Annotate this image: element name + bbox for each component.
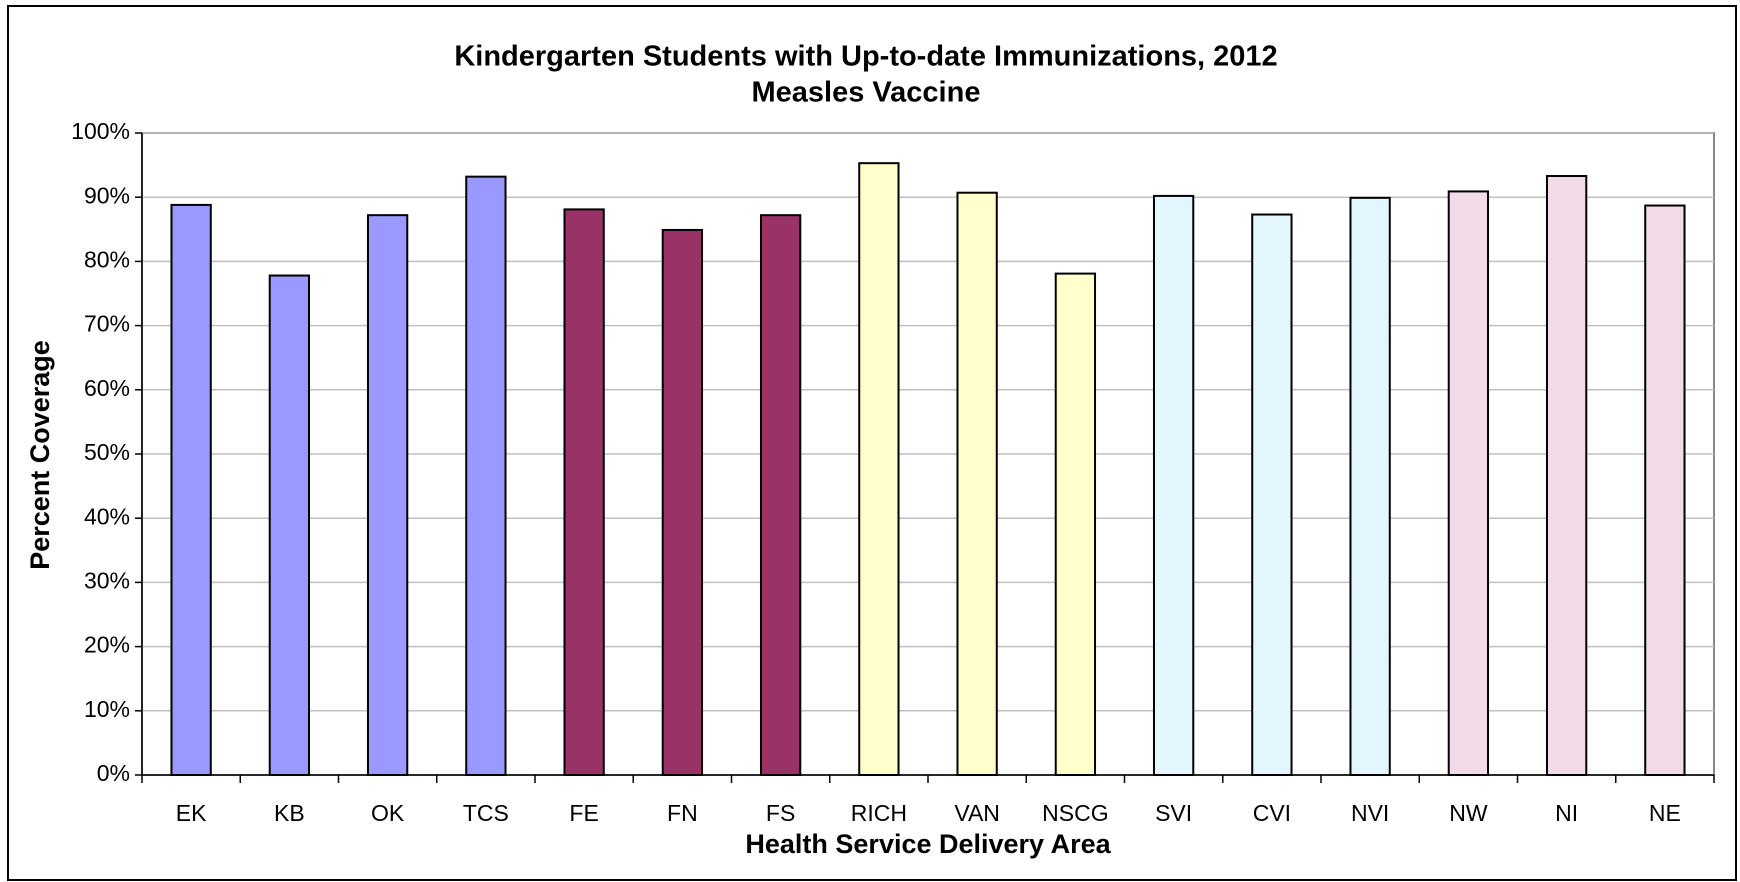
- y-tick-label: 30%: [84, 567, 130, 593]
- y-tick-label: 100%: [71, 118, 130, 144]
- bar: [170, 203, 212, 777]
- bar: [1545, 175, 1588, 777]
- x-tick-label: TCS: [463, 800, 509, 826]
- bar: [858, 162, 900, 776]
- y-tick-label: 80%: [84, 246, 130, 272]
- x-tick-label: FN: [667, 800, 698, 826]
- bar: [1644, 204, 1686, 776]
- y-tick-label: 70%: [84, 311, 130, 337]
- y-tick-label: 90%: [84, 182, 130, 208]
- y-tick-label: 50%: [84, 439, 130, 465]
- x-tick-label: SVI: [1155, 800, 1192, 826]
- x-tick-label: OK: [371, 800, 405, 826]
- bar: [268, 274, 311, 776]
- x-tick-label: NE: [1649, 800, 1681, 826]
- x-tick-label: RICH: [851, 800, 907, 826]
- x-tick-label: FS: [766, 800, 795, 826]
- bar: [465, 175, 507, 776]
- y-tick-label: 10%: [84, 696, 130, 722]
- x-tick-label: KB: [274, 800, 305, 826]
- chart-title: Kindergarten Students with Up-to-date Im…: [454, 41, 1277, 73]
- bar: [661, 228, 704, 776]
- bar: [956, 191, 998, 776]
- y-axis-title: Percent Coverage: [25, 340, 55, 570]
- y-tick-label: 0%: [97, 760, 130, 786]
- y-tick-label: 40%: [84, 503, 130, 529]
- bar: [563, 208, 605, 776]
- x-tick-label: NVI: [1351, 800, 1389, 826]
- x-tick-label: EK: [176, 800, 207, 826]
- bar: [1251, 213, 1293, 776]
- chart-subtitle: Measles Vaccine: [752, 77, 981, 109]
- bar: [1054, 272, 1097, 776]
- x-tick-label: NI: [1555, 800, 1578, 826]
- x-tick-label: NSCG: [1042, 800, 1108, 826]
- x-axis-title: Health Service Delivery Area: [745, 829, 1111, 859]
- bar: [1447, 190, 1490, 776]
- x-tick-label: FE: [569, 800, 598, 826]
- bar: [1349, 196, 1391, 777]
- bar: [759, 214, 802, 776]
- x-tick-label: CVI: [1253, 800, 1291, 826]
- bar: [366, 214, 409, 776]
- y-tick-label: 20%: [84, 632, 130, 658]
- x-tick-label: NW: [1449, 800, 1488, 826]
- y-tick-label: 60%: [84, 375, 130, 401]
- x-tick-label: VAN: [954, 800, 1000, 826]
- bar: [1152, 194, 1195, 776]
